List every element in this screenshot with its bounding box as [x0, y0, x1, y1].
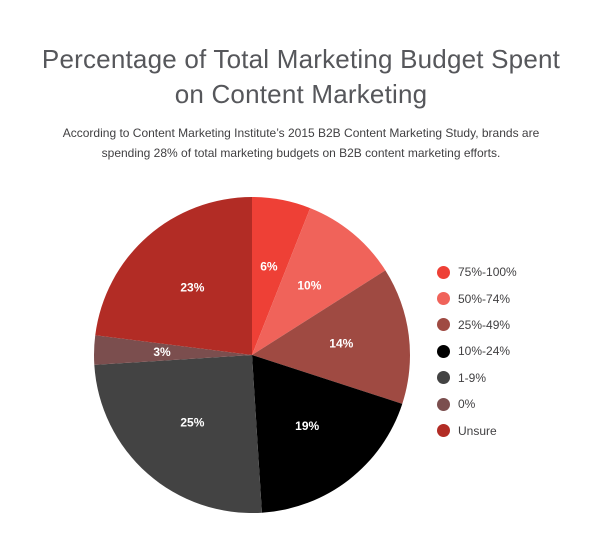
chart-subtitle: According to Content Marketing Institute… [0, 124, 602, 164]
chart-subtitle-line-1: According to Content Marketing Institute… [62, 126, 540, 141]
legend-swatch-icon [437, 318, 450, 332]
legend-item: 0% [437, 391, 517, 417]
slice-label: 10% [297, 279, 321, 293]
slice-label: 25% [180, 416, 204, 430]
pie-slice-75%-100% [252, 197, 311, 355]
slice-label: 19% [295, 419, 319, 433]
legend-swatch-icon [437, 424, 450, 438]
pie-slice-1-9% [94, 355, 262, 514]
legend-item: 25%-49% [437, 312, 517, 338]
legend-swatch-icon [437, 292, 450, 306]
legend-item: Unsure [437, 417, 517, 443]
pie-slice-0% [94, 335, 252, 365]
slice-label: 14% [329, 337, 353, 351]
chart-title-line-2: on Content Marketing [174, 79, 428, 110]
chart-title: Percentage of Total Marketing Budget Spe… [0, 0, 602, 112]
chart-subtitle-line-2: spending 28% of total marketing budgets … [101, 145, 501, 160]
legend-label: 25%-49% [458, 317, 511, 332]
legend-label: Unsure [458, 423, 497, 438]
legend-swatch-icon [437, 371, 450, 385]
legend-item: 10%-24% [437, 338, 517, 364]
legend-swatch-icon [437, 344, 450, 358]
legend-swatch-icon [437, 397, 450, 411]
legend-label: 75%-100% [458, 265, 517, 280]
pie-slice-50%-74% [252, 208, 386, 355]
legend-label: 1-9% [458, 370, 487, 385]
legend-label: 50%-74% [458, 291, 511, 306]
chart-title-line-1: Percentage of Total Marketing Budget Spe… [41, 44, 561, 74]
slice-label: 3% [153, 345, 171, 359]
legend-label: 0% [458, 397, 476, 412]
legend-label: 10%-24% [458, 344, 511, 359]
slice-label: 23% [180, 280, 204, 294]
pie-slice-25%-49% [252, 270, 410, 404]
slice-label: 6% [260, 260, 278, 274]
legend-swatch-icon [437, 265, 450, 279]
pie-slice-Unsure [95, 197, 252, 355]
legend-item: 50%-74% [437, 285, 517, 311]
pie-slice-10%-24% [252, 355, 403, 513]
legend-item: 75%-100% [437, 259, 517, 285]
legend: 75%-100% 50%-74% 25%-49% 10%-24% 1-9% 0% Unsur… [437, 259, 517, 444]
legend-item: 1-9% [437, 365, 517, 391]
